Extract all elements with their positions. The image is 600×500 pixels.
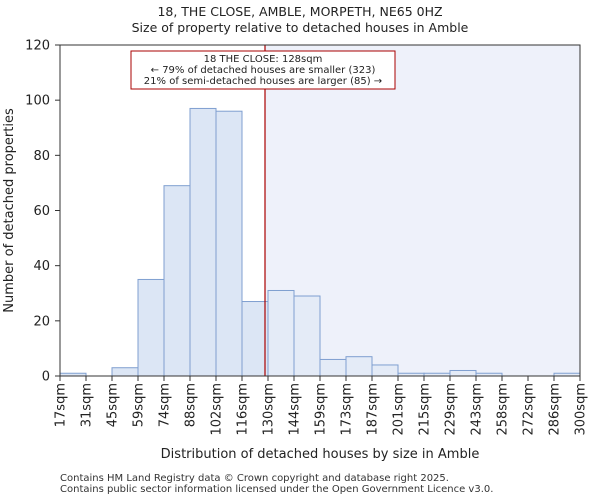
plot-frame [59,44,581,377]
y-tick-label: 120 [25,39,50,54]
x-tick-label: 201sqm [392,383,407,436]
bar-187sqm [371,364,399,377]
x-tick-label: 229sqm [444,383,459,436]
bar-159sqm [319,358,347,377]
x-axis: 17sqm 31sqm 45sqm 59sqm 74sqm 88sqm 102sqm 116s… [54,376,589,436]
bar-88sqm [189,107,217,377]
x-tick-label: 215sqm [418,383,433,436]
x-tick-label: 258sqm [496,383,511,436]
x-tick-label: 88sqm [184,383,199,427]
x-tick-label: 187sqm [366,383,381,436]
x-tick-label: 45sqm [106,383,121,427]
bar-59sqm [137,278,165,377]
annotation-line1: 18 THE CLOSE: 128sqm [204,54,323,65]
bar-102sqm [215,110,243,377]
x-tick-label: 144sqm [288,383,303,436]
annotation-line3: 21% of semi-detached houses are larger (… [144,76,382,87]
x-axis-label: Distribution of detached houses by size … [161,447,480,462]
y-axis-label: Number of detached properties [2,108,17,313]
y-tick-label: 60 [33,204,50,219]
annotation-box: 18 THE CLOSE: 128sqm ← 79% of detached h… [130,50,396,90]
x-tick-label: 102sqm [210,383,225,436]
x-tick-label: 159sqm [314,383,329,436]
bar-116sqm [241,301,269,377]
y-tick-label: 0 [42,370,50,385]
footer-line2: Contains public sector information licen… [60,484,494,495]
y-axis: 0 20 40 60 80 100 120 [25,39,60,385]
x-tick-label: 272sqm [522,383,537,436]
bar-45sqm [111,367,139,377]
x-tick-label: 17sqm [54,383,69,427]
annotation-line2: ← 79% of detached houses are smaller (32… [151,65,376,76]
bar-229sqm [449,369,477,377]
x-tick-label: 300sqm [574,383,589,436]
x-tick-label: 31sqm [80,383,95,427]
y-tick-label: 100 [25,94,50,109]
bar-130sqm [267,289,295,377]
bar-74sqm [163,185,191,377]
annotation-border [130,50,396,90]
x-tick-label: 74sqm [158,383,173,427]
x-tick-label: 173sqm [340,383,355,436]
footer-line1: Contains HM Land Registry data © Crown c… [60,473,449,484]
bar-144sqm [293,295,321,377]
y-tick-label: 20 [33,314,50,329]
x-tick-label: 243sqm [470,383,485,436]
x-tick-label: 116sqm [236,383,251,436]
y-tick-label: 40 [33,259,50,274]
chart-title-line1: 18, THE CLOSE, AMBLE, MORPETH, NE65 0HZ [157,4,443,19]
bar-173sqm [345,356,373,377]
y-tick-label: 80 [33,149,50,164]
x-tick-label: 59sqm [132,383,147,427]
bars-group [59,107,581,377]
x-tick-label: 286sqm [548,383,563,436]
x-tick-label: 130sqm [262,383,277,436]
chart-title-line2: Size of property relative to detached ho… [131,20,469,35]
